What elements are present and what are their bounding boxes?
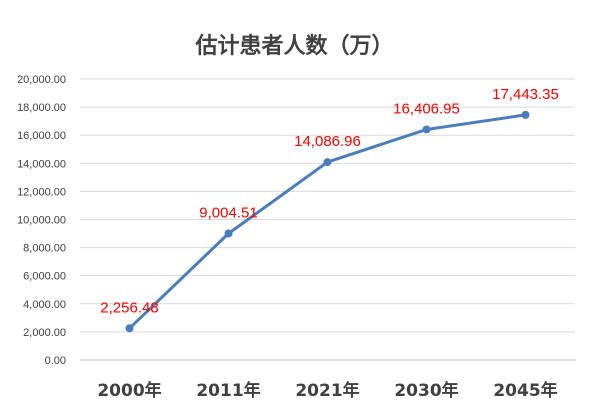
data-label: 16,406.95 [393, 100, 460, 117]
data-point [224, 229, 233, 238]
y-tick-label: 14,000.00 [17, 158, 66, 170]
x-tick-label: 2000年 [97, 380, 161, 401]
data-point [323, 158, 332, 167]
data-point [125, 324, 134, 333]
y-tick-label: 2,000.00 [23, 327, 66, 339]
y-tick-label: 8,000.00 [23, 243, 66, 255]
data-label: 17,443.35 [492, 86, 559, 103]
x-tick-label: 2021年 [295, 380, 359, 401]
y-tick-label: 6,000.00 [23, 271, 66, 283]
x-axis-ticks: 2000年 2011年 2021年 2030年 2045年 [97, 380, 557, 401]
gridlines [80, 78, 575, 361]
x-tick-label: 2030年 [394, 380, 458, 401]
data-point [521, 110, 530, 119]
y-tick-label: 4,000.00 [23, 299, 66, 311]
y-tick-label: 0.00 [45, 355, 66, 367]
data-label: 9,004.51 [199, 204, 257, 221]
y-tick-label: 18,000.00 [17, 102, 66, 114]
x-tick-label: 2011年 [196, 380, 260, 401]
y-tick-label: 10,000.00 [17, 215, 66, 227]
x-tick-label: 2045年 [493, 380, 557, 401]
y-tick-label: 12,000.00 [17, 186, 66, 198]
y-tick-label: 16,000.00 [17, 130, 66, 142]
y-axis-ticks: 0.00 2,000.00 4,000.00 6,000.00 8,000.00 10,0… [17, 74, 66, 367]
series [125, 110, 530, 333]
y-tick-label: 20,000.00 [17, 74, 66, 86]
data-label: 14,086.96 [294, 133, 361, 150]
chart-title: 估计患者人数（万） [195, 34, 394, 59]
data-point [422, 125, 431, 134]
data-labels: 2,256.48 9,004.51 14,086.96 16,406.95 17,443… [100, 86, 559, 316]
data-label: 2,256.48 [100, 299, 158, 316]
